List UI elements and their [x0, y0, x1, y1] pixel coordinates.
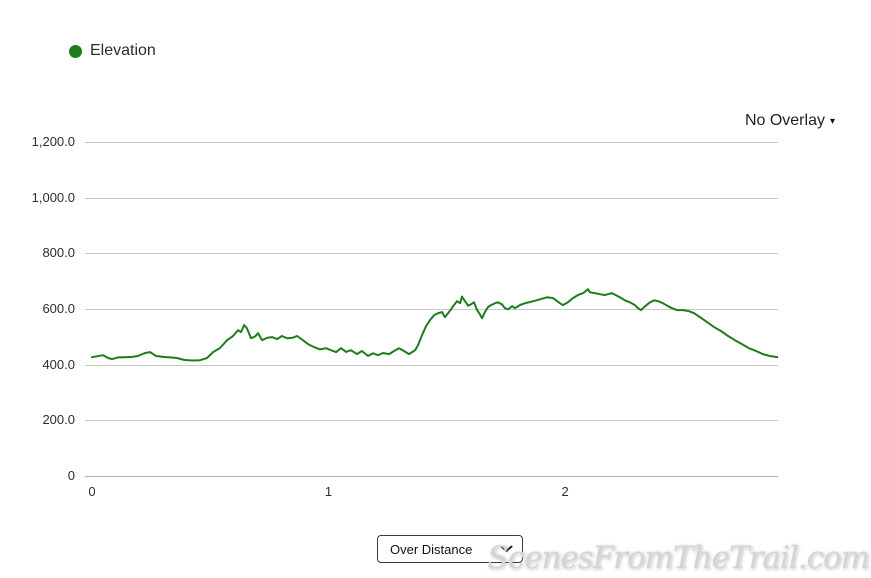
y-axis-tick-label: 400.0 — [42, 356, 75, 372]
overlay-dropdown[interactable]: No Overlay ▾ — [745, 112, 835, 130]
plot-area — [85, 142, 778, 477]
gridline — [85, 197, 778, 199]
y-axis-tick-label: 200.0 — [42, 412, 75, 428]
elevation-line — [91, 288, 778, 362]
chart-legend: Elevation — [69, 42, 156, 60]
y-axis-tick-label: 1,200.0 — [31, 134, 75, 149]
x-axis-tick-label: 0 — [88, 484, 96, 499]
y-axis-tick-label: 600.0 — [42, 301, 75, 316]
gridline — [85, 364, 778, 366]
caret-down-icon: ▾ — [829, 116, 835, 127]
overlay-dropdown-label: No Overlay — [744, 112, 825, 129]
gridline — [85, 142, 778, 143]
gridline — [85, 420, 778, 422]
gridline — [85, 476, 778, 477]
mode-select[interactable]: Over Distance — [377, 535, 523, 563]
watermark: ScenesFromTheTrail.com — [487, 540, 870, 576]
mode-select-wrap: Over Distance — [377, 535, 523, 563]
x-axis-tick-label: 2 — [561, 484, 569, 499]
legend-label: Elevation — [90, 42, 156, 59]
gridline — [85, 309, 778, 310]
y-axis-tick-label: 800.0 — [42, 245, 75, 261]
y-axis-tick-label: 0 — [67, 468, 75, 483]
gridline — [85, 253, 778, 255]
elevation-series-dot — [69, 44, 82, 58]
x-axis-tick-label: 1 — [324, 484, 333, 499]
elevation-line-svg — [91, 288, 778, 362]
y-axis-tick-label: 1,000.0 — [31, 189, 75, 205]
